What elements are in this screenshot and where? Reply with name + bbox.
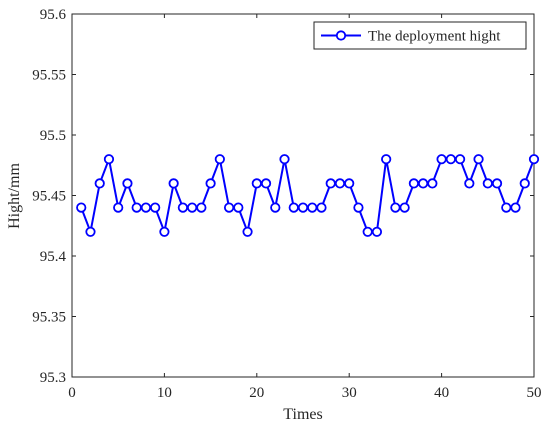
data-point	[362, 226, 373, 237]
data-point	[297, 202, 309, 213]
y-axis-label: Hight/mm	[6, 163, 23, 229]
data-point	[196, 202, 207, 213]
data-point	[482, 178, 493, 189]
legend: The deployment hight	[313, 21, 527, 50]
data-point	[344, 178, 355, 189]
data-point	[390, 202, 401, 213]
y-tick-label: 95.3	[40, 370, 66, 386]
x-tick-label: 20	[249, 385, 264, 401]
data-point	[408, 178, 419, 189]
data-point	[399, 202, 410, 213]
data-point	[381, 154, 392, 165]
legend-label: The deployment hight	[368, 29, 501, 45]
data-point	[76, 202, 87, 213]
data-point	[473, 154, 484, 165]
data-point	[260, 178, 272, 189]
data-point	[418, 178, 429, 189]
data-point	[307, 202, 318, 213]
data-point	[501, 202, 512, 213]
data-point	[122, 178, 133, 189]
plot-background	[72, 14, 534, 377]
data-point	[454, 154, 466, 165]
data-point	[168, 178, 179, 189]
legend-marker	[335, 30, 347, 41]
data-point	[205, 178, 216, 189]
data-point	[353, 202, 364, 213]
data-point	[445, 154, 456, 165]
y-tick-label: 95.35	[32, 310, 66, 326]
y-tick-label: 95.45	[32, 189, 66, 205]
data-point	[140, 202, 152, 213]
x-tick-label: 50	[527, 385, 542, 401]
data-point	[85, 226, 96, 237]
data-point	[177, 202, 188, 213]
data-point	[464, 178, 475, 189]
data-point	[427, 178, 438, 189]
data-point	[159, 226, 170, 237]
data-point	[131, 202, 142, 213]
data-point	[270, 202, 281, 213]
data-point	[519, 178, 530, 189]
data-point	[223, 202, 235, 213]
y-tick-label: 95.55	[32, 68, 66, 84]
ticks-layer: 0 10 20 30 40 50 95.3 95.35 95.4 95.45 95.5 95.55 95…	[32, 7, 541, 401]
data-point	[510, 202, 521, 213]
data-point	[316, 202, 327, 213]
data-point	[334, 178, 346, 189]
data-point	[279, 154, 290, 165]
data-point	[187, 202, 198, 213]
y-tick-label: 95.4	[40, 249, 67, 265]
data-point	[325, 178, 336, 189]
y-tick-label: 95.6	[40, 7, 67, 23]
data-point	[288, 202, 299, 213]
data-point	[371, 226, 383, 237]
x-tick-label: 10	[157, 385, 172, 401]
data-point	[251, 178, 262, 189]
data-point	[233, 202, 244, 213]
data-point	[528, 154, 540, 165]
y-tick-label: 95.5	[40, 128, 66, 144]
x-axis-label: Times	[283, 406, 322, 423]
data-point	[242, 226, 253, 237]
data-point	[491, 178, 503, 189]
x-tick-label: 0	[68, 385, 76, 401]
data-point	[94, 178, 105, 189]
data-point	[214, 154, 225, 165]
data-point	[103, 154, 115, 165]
data-point	[436, 154, 447, 165]
data-point	[113, 202, 124, 213]
series-layer	[76, 154, 540, 237]
x-tick-label: 40	[434, 385, 449, 401]
x-tick-label: 30	[342, 385, 357, 401]
data-point	[150, 202, 161, 213]
